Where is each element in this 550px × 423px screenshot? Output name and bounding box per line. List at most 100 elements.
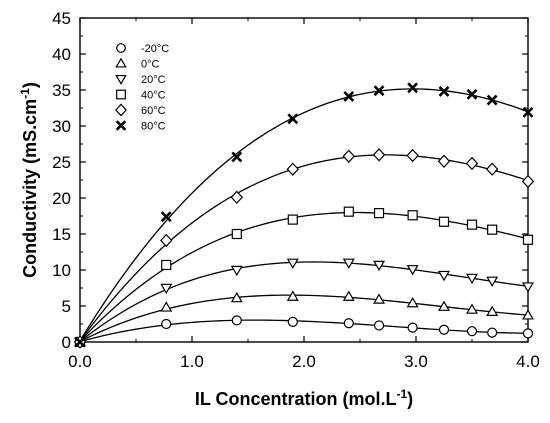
data-point (438, 300, 450, 311)
data-markers (73, 82, 535, 349)
data-point (466, 88, 478, 100)
fit-line (79, 319, 529, 343)
data-point (521, 174, 535, 189)
data-point (522, 282, 534, 293)
data-point (372, 148, 386, 162)
data-point (485, 162, 499, 176)
data-point (406, 265, 419, 276)
data-point (160, 301, 173, 312)
data-point (230, 291, 243, 303)
data-point (286, 162, 300, 176)
data-point (160, 283, 173, 295)
fit-line (79, 88, 529, 342)
fit-lines (79, 88, 529, 343)
data-point (486, 94, 498, 106)
data-point (343, 206, 354, 217)
x-tick-label: 2.0 (292, 352, 316, 371)
data-point (466, 273, 478, 285)
data-point (343, 318, 354, 329)
fit-line (79, 261, 529, 343)
y-tick-label: 5 (62, 297, 71, 316)
data-point (342, 149, 356, 163)
x-tick-label: 4.0 (516, 352, 540, 371)
fit-line (79, 154, 529, 342)
data-point (231, 228, 242, 240)
data-point (486, 305, 499, 316)
data-point (343, 91, 355, 102)
data-point (342, 290, 355, 301)
data-point (522, 234, 534, 245)
legend-label: 20°C (141, 74, 166, 86)
fit-line (79, 294, 529, 343)
data-point (287, 316, 298, 327)
fit-line (79, 211, 529, 342)
legend-marker (115, 103, 127, 117)
x-tick-label: 0.0 (68, 352, 92, 371)
legend-marker (115, 74, 127, 85)
data-point (465, 156, 479, 171)
legend-marker (116, 43, 126, 53)
data-point (373, 85, 385, 97)
data-point (373, 260, 386, 272)
x-tick-label: 1.0 (180, 352, 204, 371)
legend-marker (115, 120, 127, 131)
data-point (231, 151, 243, 163)
legend-label: 80°C (141, 121, 166, 133)
legend-marker (115, 57, 127, 68)
data-point (487, 327, 498, 338)
data-point (373, 293, 386, 304)
y-tick-label: 40 (52, 45, 71, 64)
data-point (438, 216, 450, 227)
data-point (287, 113, 299, 125)
data-point (466, 303, 478, 314)
y-tick-label: 45 (52, 9, 71, 28)
legend-label: -20°C (141, 43, 169, 55)
legend-label: 40°C (141, 90, 166, 102)
y-tick-label: 15 (52, 225, 71, 244)
data-point (230, 265, 243, 277)
data-point (522, 309, 534, 320)
data-point (438, 270, 450, 282)
x-axis-title: IL Concentration (mol.L-1) (195, 387, 413, 409)
y-tick-label: 20 (52, 189, 71, 208)
data-point (466, 219, 478, 230)
data-point (286, 290, 299, 301)
y-tick-label: 0 (62, 333, 71, 352)
legend-label: 0°C (141, 59, 160, 71)
data-point (406, 148, 419, 163)
data-point (373, 208, 385, 219)
axis-ticks: 0.0 1.0 2.0 3.0 4.0 0 5 10 15 20 25 30 35 40 45 (52, 9, 540, 371)
y-axis-title: Conductivity (mS.cm-1) (18, 82, 40, 278)
legend-label: 60°C (141, 105, 166, 117)
data-point (373, 320, 385, 331)
data-point (438, 324, 450, 335)
y-tick-label: 25 (52, 153, 71, 172)
y-tick-label: 30 (52, 117, 71, 136)
data-point (406, 296, 419, 308)
data-point (407, 322, 418, 333)
data-point (437, 154, 451, 169)
legend-marker (116, 89, 126, 100)
y-tick-label: 10 (52, 261, 71, 280)
data-point (230, 190, 244, 205)
data-point (160, 233, 173, 248)
data-point (466, 326, 478, 337)
x-tick-label: 3.0 (404, 352, 428, 371)
data-point (522, 106, 534, 118)
data-point (287, 214, 298, 225)
data-point (522, 328, 534, 339)
data-point (286, 258, 299, 269)
data-point (438, 86, 450, 97)
data-point (74, 336, 86, 348)
data-point (407, 210, 418, 221)
data-point (487, 224, 498, 235)
data-point (231, 315, 242, 326)
data-point (160, 211, 172, 223)
data-point (161, 318, 172, 330)
data-point (161, 259, 172, 271)
y-tick-label: 35 (52, 81, 71, 100)
legend: -20°C 0°C 20°C 40°C 60°C 80°C (115, 43, 169, 133)
data-point (342, 258, 355, 269)
data-point (486, 276, 499, 287)
